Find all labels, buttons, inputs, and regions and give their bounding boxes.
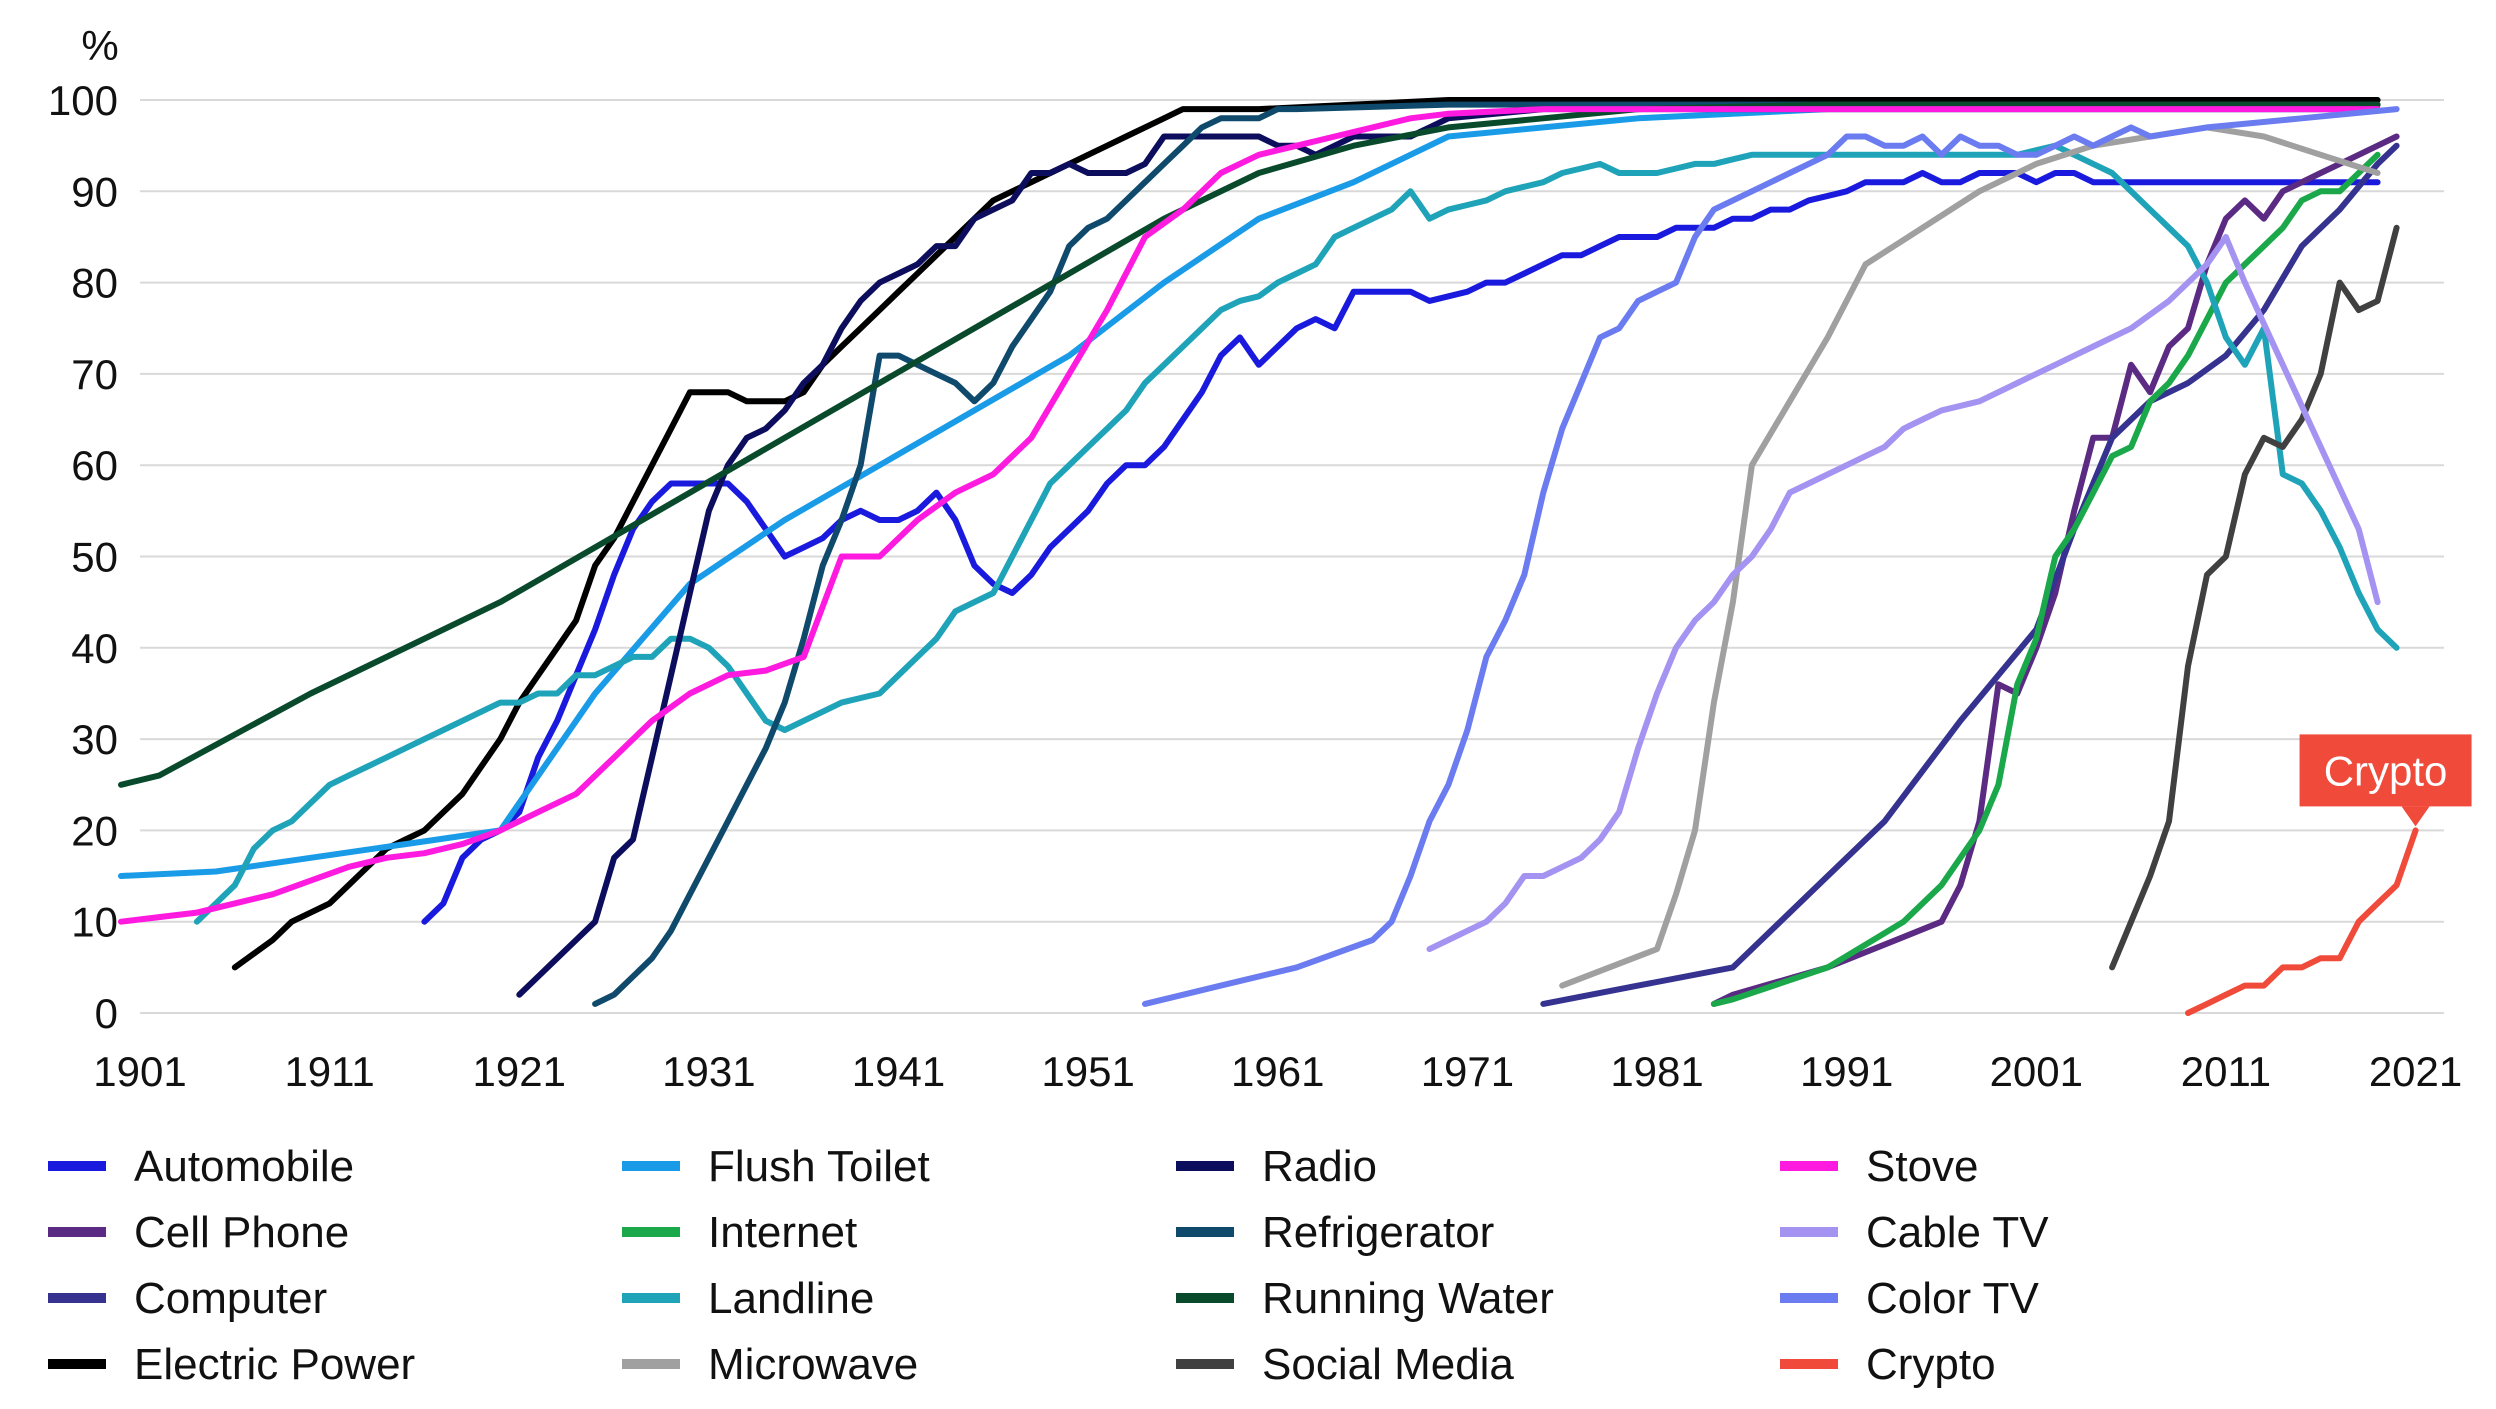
x-tick-label: 1921 <box>473 1048 566 1095</box>
x-tick-label: 2021 <box>2369 1048 2462 1095</box>
series-line-electric-power <box>231 97 2381 971</box>
series-lines <box>118 97 2419 1016</box>
x-tick-label: 1941 <box>852 1048 945 1095</box>
legend-label: Social Media <box>1262 1340 1514 1389</box>
series-line-landline <box>193 142 2400 925</box>
legend-swatch <box>48 1359 106 1369</box>
legend-label: Landline <box>708 1274 874 1323</box>
legend-swatch <box>1780 1161 1838 1171</box>
y-tick-label: 100 <box>48 77 118 124</box>
series-line-cell-phone <box>1710 133 2400 1007</box>
legend-item-electric-power: Electric Power <box>48 1340 415 1389</box>
x-tick-label: 1961 <box>1231 1048 1324 1095</box>
x-tick-label: 1911 <box>284 1048 374 1095</box>
series-line-stove <box>118 106 2381 925</box>
series-line-social-media <box>2109 224 2400 971</box>
legend-item-refrigerator: Refrigerator <box>1176 1208 1494 1257</box>
legend-item-landline: Landline <box>622 1274 874 1323</box>
series-line-refrigerator <box>592 101 2381 1007</box>
y-tick-label: 10 <box>71 899 118 946</box>
legend-item-microwave: Microwave <box>622 1340 918 1389</box>
legend-item-stove: Stove <box>1780 1142 1979 1191</box>
x-tick-label: 2001 <box>1990 1048 2083 1095</box>
legend-swatch <box>1176 1359 1234 1369</box>
legend-item-computer: Computer <box>48 1274 327 1323</box>
y-tick-label: 50 <box>71 534 118 581</box>
y-tick-label: 90 <box>71 168 118 215</box>
series-line-cable-tv <box>1426 234 2381 953</box>
series-line-crypto <box>2185 827 2419 1016</box>
y-tick-label: 80 <box>71 260 118 307</box>
y-tick-label: 30 <box>71 716 118 763</box>
legend-swatch <box>48 1161 106 1171</box>
legend-label: Automobile <box>134 1142 354 1191</box>
legend-item-automobile: Automobile <box>48 1142 354 1191</box>
legend-swatch <box>622 1161 680 1171</box>
callout-pointer <box>2401 806 2430 827</box>
legend-swatch <box>48 1227 106 1237</box>
series-line-computer <box>1540 142 2400 1007</box>
legend: Automobile Cell Phone Computer Electric Pow… <box>48 1142 2049 1389</box>
callout-box <box>2299 734 2472 807</box>
y-axis-unit-label: % <box>81 22 118 69</box>
legend-swatch <box>48 1293 106 1303</box>
legend-swatch <box>622 1227 680 1237</box>
y-tick-label: 0 <box>95 990 118 1037</box>
legend-item-cell-phone: Cell Phone <box>48 1208 349 1257</box>
legend-item-social-media: Social Media <box>1176 1340 1514 1389</box>
gridlines <box>140 99 2444 1014</box>
series-line-automobile <box>421 170 2381 925</box>
callout-text: Crypto <box>2324 747 2448 794</box>
y-tick-label: 60 <box>71 442 118 489</box>
legend-swatch <box>1176 1161 1234 1171</box>
legend-label: Internet <box>708 1208 857 1257</box>
y-tick-label: 40 <box>71 625 118 672</box>
x-tick-label: 2011 <box>2181 1048 2271 1095</box>
legend-item-crypto: Crypto <box>1780 1340 1996 1389</box>
x-tick-label: 1981 <box>1610 1048 1703 1095</box>
legend-item-cable-tv: Cable TV <box>1780 1208 2049 1257</box>
legend-label: Running Water <box>1262 1274 1554 1323</box>
crypto-callout: Crypto <box>2299 734 2472 827</box>
legend-label: Cell Phone <box>134 1208 349 1257</box>
legend-swatch <box>1780 1227 1838 1237</box>
legend-label: Crypto <box>1866 1340 1996 1389</box>
legend-label: Refrigerator <box>1262 1208 1494 1257</box>
legend-label: Microwave <box>708 1340 918 1389</box>
legend-label: Radio <box>1262 1142 1377 1191</box>
legend-swatch <box>1176 1227 1234 1237</box>
axes: % 0 10 20 30 40 50 60 70 80 90 100 1901 1911 1921 1931… <box>48 22 2462 1095</box>
y-tick-label: 70 <box>71 351 118 398</box>
series-line-color-tv <box>1142 106 2400 1007</box>
legend-item-flush-toilet: Flush Toilet <box>622 1142 930 1191</box>
series-line-flush-toilet <box>118 106 2381 879</box>
series-line-internet <box>1710 151 2381 1007</box>
legend-label: Stove <box>1866 1142 1979 1191</box>
legend-label: Color TV <box>1866 1274 2039 1323</box>
x-tick-label: 1971 <box>1421 1048 1514 1095</box>
legend-label: Computer <box>134 1274 327 1323</box>
legend-swatch <box>1780 1293 1838 1303</box>
legend-swatch <box>622 1293 680 1303</box>
x-tick-label: 1991 <box>1800 1048 1893 1095</box>
legend-swatch <box>1780 1359 1838 1369</box>
legend-item-running-water: Running Water <box>1176 1274 1554 1323</box>
x-tick-label: 1901 <box>93 1048 186 1095</box>
series-line-running-water <box>118 101 2381 788</box>
legend-label: Electric Power <box>134 1340 415 1389</box>
series-line-radio <box>516 106 2381 998</box>
legend-label: Cable TV <box>1866 1208 2049 1257</box>
legend-item-internet: Internet <box>622 1208 857 1257</box>
legend-item-radio: Radio <box>1176 1142 1377 1191</box>
legend-swatch <box>1176 1293 1234 1303</box>
legend-item-color-tv: Color TV <box>1780 1274 2039 1323</box>
legend-swatch <box>622 1359 680 1369</box>
legend-label: Flush Toilet <box>708 1142 930 1191</box>
y-tick-label: 20 <box>71 807 118 854</box>
x-tick-label: 1931 <box>662 1048 755 1095</box>
x-tick-label: 1951 <box>1041 1048 1134 1095</box>
